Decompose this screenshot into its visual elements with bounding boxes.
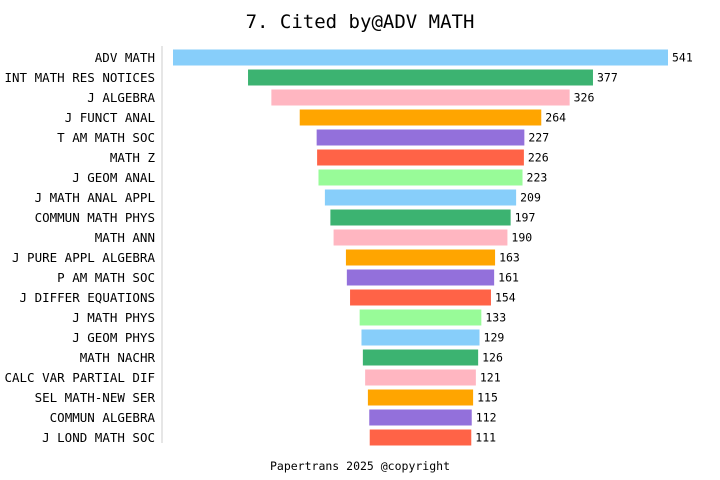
value-label: 115 <box>477 391 498 405</box>
value-label: 223 <box>527 171 548 185</box>
bar-j-algebra <box>271 89 570 106</box>
bar-j-differ-equations <box>350 289 491 306</box>
bar-adv-math <box>173 49 668 66</box>
copyright-footer: Papertrans 2025 @copyright <box>270 459 450 473</box>
category-label: J GEOM PHYS <box>72 330 155 345</box>
bar-j-pure-appl-algebra <box>345 249 496 266</box>
category-label: P AM MATH SOC <box>57 270 155 285</box>
category-label: MATH NACHR <box>80 350 156 365</box>
bar-j-geom-phys <box>361 329 480 346</box>
value-label: 161 <box>498 271 519 285</box>
bar-math-z <box>317 149 524 166</box>
category-label: MATH ANN <box>95 230 155 245</box>
value-label: 133 <box>485 311 506 325</box>
category-label: CALC VAR PARTIAL DIF <box>4 370 155 385</box>
category-label: J DIFFER EQUATIONS <box>20 290 155 305</box>
bar-math-ann <box>333 229 508 246</box>
bar-j-lond-math-soc <box>369 429 472 446</box>
category-label: J ALGEBRA <box>87 90 155 105</box>
bar-t-am-math-soc <box>316 129 525 146</box>
category-label: COMMUN ALGEBRA <box>50 410 156 425</box>
category-label: J MATH PHYS <box>72 310 155 325</box>
bar-j-math-anal-appl <box>324 189 517 206</box>
bar-math-nachr <box>362 349 479 366</box>
value-label: 154 <box>495 291 516 305</box>
value-label: 197 <box>515 211 536 225</box>
category-label: SEL MATH-NEW SER <box>35 390 156 405</box>
bar-j-geom-anal <box>318 169 523 186</box>
value-label: 111 <box>475 431 496 445</box>
value-label: 541 <box>672 51 693 65</box>
bar-calc-var-partial-dif <box>365 369 476 386</box>
chart-title: 7. Cited by@ADV MATH <box>246 11 475 33</box>
bar-p-am-math-soc <box>346 269 495 286</box>
category-label: ADV MATH <box>95 50 155 65</box>
value-label: 377 <box>597 71 618 85</box>
category-labels: ADV MATH INT MATH RES NOTICES J ALGEBRA J F… <box>4 50 155 445</box>
value-label: 226 <box>528 151 549 165</box>
value-label: 209 <box>520 191 541 205</box>
value-label: 126 <box>482 351 503 365</box>
value-label: 190 <box>511 231 532 245</box>
value-label: 227 <box>528 131 549 145</box>
bar-sel-math-new-ser <box>367 389 474 406</box>
bars-group <box>173 49 668 446</box>
category-label: INT MATH RES NOTICES <box>4 70 155 85</box>
category-label: MATH Z <box>110 150 156 165</box>
value-label: 163 <box>499 251 520 265</box>
category-label: J LOND MATH SOC <box>42 430 155 445</box>
category-label: J GEOM ANAL <box>72 170 155 185</box>
bar-commun-math-phys <box>330 209 511 226</box>
value-label: 326 <box>574 91 595 105</box>
category-label: J PURE APPL ALGEBRA <box>12 250 155 265</box>
value-label: 129 <box>484 331 505 345</box>
value-label: 264 <box>545 111 566 125</box>
bar-j-math-phys <box>359 309 482 326</box>
category-label: COMMUN MATH PHYS <box>35 210 155 225</box>
category-label: J FUNCT ANAL <box>65 110 155 125</box>
category-label: T AM MATH SOC <box>57 130 155 145</box>
bar-int-math-res-notices <box>248 69 593 86</box>
category-label: J MATH ANAL APPL <box>35 190 155 205</box>
bar-commun-algebra <box>369 409 472 426</box>
bar-j-funct-anal <box>299 109 542 126</box>
value-label: 112 <box>476 411 497 425</box>
value-label: 121 <box>480 371 501 385</box>
